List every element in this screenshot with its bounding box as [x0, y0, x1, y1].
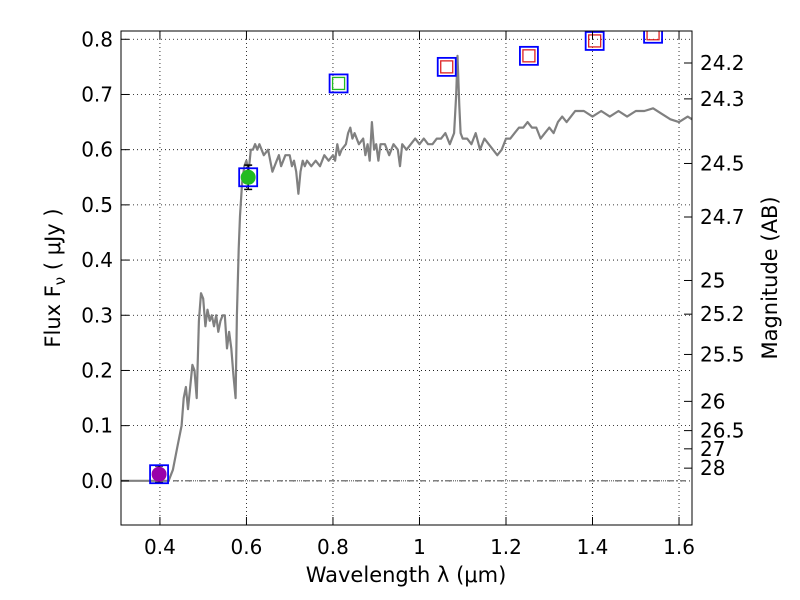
magnitude-tick-label: 28 — [700, 456, 725, 480]
y-tick-label: 0.2 — [81, 358, 113, 382]
magnitude-tick-label: 24.2 — [700, 51, 745, 75]
y-axis-label-main: Flux F — [41, 285, 65, 347]
photometry-points — [149, 31, 663, 485]
filter-box-marker — [643, 31, 663, 44]
spectrum-line — [121, 54, 692, 482]
y-tick-label: 0.0 — [81, 469, 113, 493]
y-axis-ticks: 0.0 0.1 0.2 0.3 0.4 0.5 0.6 0.7 0.8 — [81, 27, 129, 493]
x-tick-label: 1.6 — [663, 535, 695, 559]
filter-box-marker — [238, 167, 259, 188]
magnitude-tick-label: 24.3 — [700, 87, 745, 111]
model-flux-marker — [646, 31, 660, 41]
model-flux-marker — [440, 60, 454, 74]
photometry-point — [328, 73, 349, 94]
y-axis-label-sub: ν — [51, 277, 69, 285]
x-tick-label: 0.8 — [317, 535, 349, 559]
magnitude-tick-label: 25.5 — [700, 342, 745, 366]
x-axis-label: Wavelength λ (μm) — [306, 563, 507, 587]
x-tick-label: 1 — [413, 535, 426, 559]
measured-flux-marker — [240, 169, 256, 185]
magnitude-tick-label: 24.7 — [700, 205, 745, 229]
y-tick-label: 0.6 — [81, 138, 113, 162]
x-tick-label: 0.6 — [231, 535, 263, 559]
filter-box-marker — [328, 73, 349, 94]
plot-frame — [120, 30, 693, 526]
y-tick-label: 0.7 — [81, 82, 113, 106]
measured-flux-marker — [151, 466, 167, 482]
filter-box-marker — [149, 464, 169, 485]
filter-box-marker — [519, 45, 539, 66]
y-axis-label: Flux Fν ( μJy ) — [41, 208, 69, 347]
y-tick-label: 0.4 — [81, 248, 113, 272]
filter-box-marker — [436, 56, 457, 77]
filter-box-marker — [584, 31, 605, 51]
spectrum-layer — [121, 54, 692, 482]
magnitude-tick-label: 26 — [700, 389, 725, 413]
photometry-point — [584, 31, 605, 51]
y-tick-label: 0.3 — [81, 303, 113, 327]
magnitude-tick-label: 25.2 — [700, 302, 745, 326]
photometry-point — [519, 45, 539, 66]
y-tick-label: 0.8 — [81, 27, 113, 51]
magnitude-tick-label: 24.5 — [700, 151, 745, 175]
y-tick-label: 0.5 — [81, 193, 113, 217]
y-axis-label-unit: ( μJy ) — [41, 208, 65, 276]
model-flux-marker — [588, 34, 602, 48]
magnitude-tick-label: 27 — [700, 437, 725, 461]
photometry-point — [149, 464, 169, 485]
magnitude-tick-label: 26.5 — [700, 419, 745, 443]
x-tick-label: 0.4 — [144, 535, 176, 559]
magnitude-axis-label: Magnitude (AB) — [758, 196, 782, 359]
photometry-point — [643, 31, 663, 44]
photometry-point — [436, 56, 457, 77]
model-flux-marker — [522, 49, 536, 63]
x-axis-ticks: 0.4 0.6 0.8 1 1.2 1.4 1.6 — [144, 31, 695, 559]
grid — [121, 31, 692, 525]
y-tick-label: 0.1 — [81, 414, 113, 438]
magnitude-tick-label: 25 — [700, 268, 725, 292]
x-tick-label: 1.2 — [490, 535, 522, 559]
x-tick-label: 1.4 — [577, 535, 609, 559]
model-flux-marker — [331, 76, 346, 91]
photometry-point — [238, 164, 259, 191]
